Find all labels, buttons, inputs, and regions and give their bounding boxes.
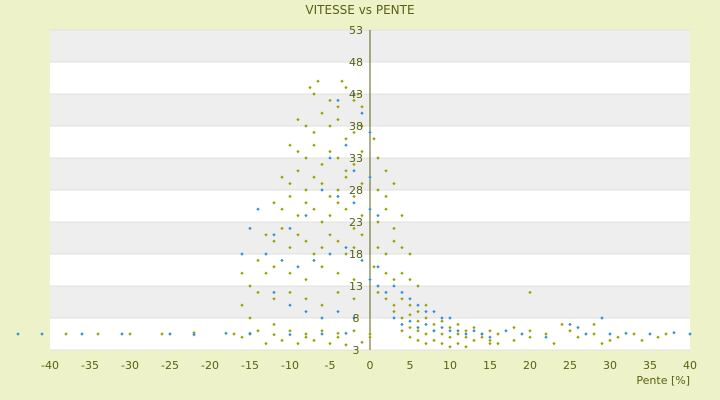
data-point xyxy=(232,332,236,336)
data-point xyxy=(248,316,252,320)
data-point xyxy=(248,332,252,336)
y-tick-label: 48 xyxy=(349,56,363,69)
data-point xyxy=(656,335,660,339)
y-tick-label: 8 xyxy=(353,312,360,325)
data-point xyxy=(592,332,596,336)
x-tick-label: 15 xyxy=(483,359,497,372)
data-point xyxy=(296,117,300,122)
data-point xyxy=(320,111,324,115)
data-point xyxy=(648,332,652,336)
data-point xyxy=(128,332,132,336)
x-tick-label: 25 xyxy=(563,359,577,372)
chart-title: VITESSE vs PENTE xyxy=(305,3,414,17)
data-point xyxy=(688,332,692,336)
data-point xyxy=(616,335,620,339)
data-point xyxy=(240,303,244,307)
data-point xyxy=(344,85,348,90)
x-tick-label: 40 xyxy=(683,359,697,372)
data-point xyxy=(352,92,356,96)
data-point xyxy=(584,332,588,336)
data-point xyxy=(240,335,244,339)
x-tick-label: 30 xyxy=(603,359,617,372)
data-point xyxy=(632,332,636,336)
data-point xyxy=(520,332,524,336)
data-point xyxy=(664,332,668,336)
data-point xyxy=(544,335,548,339)
data-point xyxy=(336,117,340,122)
data-point xyxy=(608,332,612,336)
x-axis-title: Pente [%] xyxy=(636,374,690,387)
data-point xyxy=(248,284,252,288)
data-point xyxy=(340,79,344,83)
y-tick-label: 53 xyxy=(349,24,363,37)
data-point xyxy=(600,316,604,320)
data-point xyxy=(224,331,228,336)
x-tick-label: 20 xyxy=(523,359,537,372)
data-point xyxy=(360,124,364,128)
y-tick-label: 23 xyxy=(349,216,363,229)
data-point xyxy=(248,226,252,231)
data-point xyxy=(576,325,580,330)
y-tick-label: 18 xyxy=(349,248,363,261)
x-tick-label: -10 xyxy=(281,359,299,372)
x-tick-label: 0 xyxy=(367,359,374,372)
data-point xyxy=(600,341,604,346)
x-axis-ticks: -40 -35 -30 -25 -20 -15 -10 -5 0 5 10 15 20 25 30 35 40 xyxy=(41,359,697,372)
x-tick-label: -25 xyxy=(161,359,179,372)
data-point xyxy=(528,335,532,339)
x-tick-label: -30 xyxy=(121,359,139,372)
data-point xyxy=(356,92,360,96)
data-point xyxy=(240,271,244,275)
data-point xyxy=(328,124,332,128)
data-point xyxy=(672,331,676,335)
data-point xyxy=(312,92,316,96)
data-point xyxy=(40,332,44,336)
data-point xyxy=(240,252,244,256)
data-point xyxy=(544,332,548,336)
y-tick-label: 28 xyxy=(349,184,363,197)
y-tick-label: 3 xyxy=(353,344,360,357)
x-tick-label: -35 xyxy=(81,359,99,372)
y-tick-label: 43 xyxy=(349,88,363,101)
data-point xyxy=(308,85,312,90)
data-point xyxy=(512,325,516,330)
data-point xyxy=(552,341,556,346)
x-tick-label: -5 xyxy=(325,359,336,372)
data-point xyxy=(192,332,196,337)
data-point xyxy=(576,335,580,339)
x-tick-label: -40 xyxy=(41,359,59,372)
x-tick-label: 5 xyxy=(407,359,414,372)
x-tick-label: 10 xyxy=(443,359,457,372)
data-point xyxy=(160,332,164,336)
x-tick-label: -15 xyxy=(241,359,259,372)
y-tick-label: 38 xyxy=(349,120,363,133)
data-point xyxy=(316,79,320,83)
data-point xyxy=(304,124,308,128)
y-tick-label: 13 xyxy=(349,280,363,293)
data-point xyxy=(360,111,364,115)
data-point xyxy=(192,331,196,335)
x-tick-label: 35 xyxy=(643,359,657,372)
x-tick-label: -20 xyxy=(201,359,219,372)
data-point xyxy=(168,332,172,336)
y-tick-label: 33 xyxy=(349,152,363,165)
